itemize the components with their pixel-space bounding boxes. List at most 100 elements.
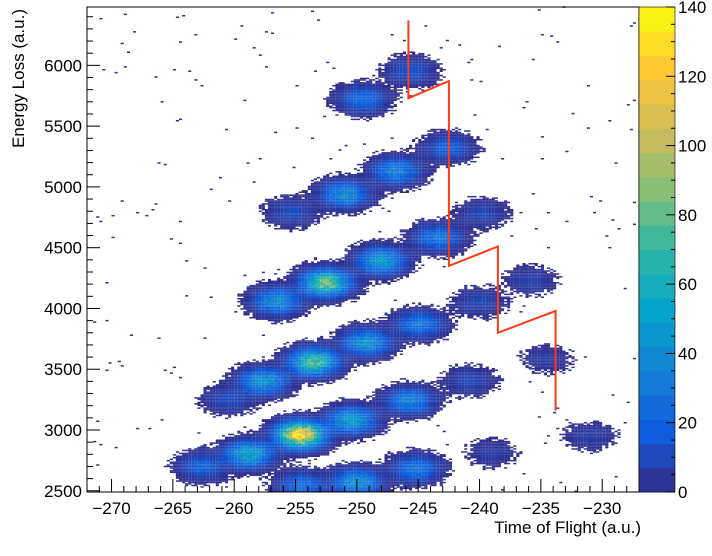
- heatmap-cell: [292, 389, 296, 392]
- heatmap-cell: [249, 440, 253, 443]
- heatmap-cell: [264, 315, 268, 317]
- heatmap-cell: [231, 373, 235, 376]
- heatmap-cell: [172, 471, 176, 474]
- heatmap-cell: [267, 462, 271, 465]
- heatmap-cell: [267, 435, 271, 437]
- heatmap-cell: [243, 470, 247, 472]
- heatmap-cell: [292, 341, 296, 344]
- heatmap-cell: [323, 182, 327, 185]
- heatmap-cell: [209, 388, 213, 390]
- heatmap-cell: [283, 379, 287, 382]
- heatmap-cell: [277, 207, 281, 210]
- heatmap-cell: [185, 464, 189, 466]
- heatmap-cell: [274, 489, 278, 491]
- heatmap-cell: [228, 461, 232, 463]
- heatmap-cell: [292, 346, 296, 348]
- heatmap-cell: [286, 451, 290, 453]
- heatmap-cell: [221, 404, 225, 406]
- heatmap-cell: [218, 385, 222, 387]
- heatmap-cell: [182, 480, 186, 482]
- heatmap-cell: [298, 357, 302, 360]
- heatmap-cell: [197, 448, 201, 450]
- heatmap-cell: [280, 461, 284, 463]
- heatmap-cell: [267, 465, 271, 468]
- heatmap-cell: [295, 474, 299, 476]
- heatmap-cell: [317, 340, 321, 342]
- heatmap-cell: [320, 384, 324, 386]
- heatmap-cell: [289, 471, 293, 474]
- heatmap-cell: [240, 376, 244, 379]
- heatmap-cell: [255, 318, 259, 320]
- heatmap-cell: [231, 368, 235, 370]
- heatmap-cell: [179, 464, 183, 466]
- heatmap-cell: [301, 283, 305, 285]
- heatmap-cell: [209, 400, 213, 402]
- heatmap-cell: [246, 366, 250, 369]
- heatmap-cell: [277, 300, 281, 303]
- heatmap-cell: [326, 99, 330, 102]
- heatmap-cell: [295, 305, 299, 307]
- heatmap-cell: [249, 408, 253, 411]
- heatmap-cell: [240, 401, 244, 404]
- heatmap-cell: [326, 413, 330, 415]
- heatmap-cell: [264, 470, 268, 472]
- heatmap-cell: [323, 448, 327, 450]
- heatmap-cell: [313, 349, 317, 351]
- heatmap-cell: [326, 96, 330, 99]
- heatmap-cell: [252, 382, 256, 385]
- heatmap-cell: [304, 347, 308, 350]
- heatmap-cell: [243, 474, 247, 476]
- heatmap-cell: [320, 280, 324, 282]
- heatmap-cell: [286, 280, 290, 282]
- heatmap-cell: [307, 271, 311, 274]
- heatmap-cell: [280, 457, 284, 459]
- heatmap-cell: [317, 445, 321, 447]
- heatmap-cell: [209, 465, 213, 468]
- heatmap-cell: [289, 480, 293, 482]
- heatmap-cell: [298, 490, 302, 492]
- heatmap-cell: [295, 350, 299, 352]
- heatmap-cell: [221, 442, 225, 444]
- heatmap-cell: [295, 379, 299, 382]
- heatmap-cell: [323, 302, 327, 304]
- heatmap-cell: [277, 217, 281, 220]
- heatmap-cell: [274, 203, 278, 205]
- heatmap-cell: [237, 448, 241, 450]
- heatmap-cell: [298, 489, 302, 491]
- heatmap-cell: [320, 305, 324, 307]
- heatmap-cell: [185, 458, 189, 460]
- heatmap-cell: [313, 273, 317, 275]
- heatmap-cell: [228, 448, 232, 450]
- heatmap-cell: [307, 433, 311, 436]
- heatmap-cell: [289, 219, 293, 221]
- heatmap-cell: [304, 273, 308, 275]
- heatmap-cell: [329, 193, 333, 195]
- heatmap-cell: [286, 226, 290, 228]
- heatmap-cell: [274, 420, 278, 422]
- heatmap-cell: [246, 468, 250, 471]
- heatmap-cell: [228, 443, 232, 446]
- heatmap-cell: [304, 411, 308, 414]
- heatmap-cell: [218, 413, 222, 415]
- heatmap-cell: [267, 314, 271, 316]
- heatmap-cell: [301, 265, 305, 268]
- heatmap-cell: [277, 457, 281, 459]
- heatmap-cell: [286, 274, 290, 277]
- heatmap-cell: [320, 427, 324, 430]
- heatmap-cell: [304, 201, 308, 204]
- heatmap-cell: [179, 458, 183, 460]
- heatmap-cell: [304, 343, 308, 345]
- heatmap-cell: [289, 354, 293, 357]
- heatmap-cell: [301, 474, 305, 476]
- heatmap-cell: [206, 391, 210, 393]
- heatmap-cell: [267, 467, 271, 469]
- heatmap-cell: [283, 433, 287, 436]
- heatmap-cell: [249, 363, 253, 366]
- heatmap-cell: [277, 381, 281, 383]
- heatmap-cell: [298, 474, 302, 476]
- heatmap-cell: [332, 446, 336, 449]
- heatmap-cell: [218, 440, 222, 443]
- heatmap-cell: [185, 457, 189, 459]
- heatmap-cell: [304, 357, 308, 360]
- heatmap-cell: [264, 370, 268, 373]
